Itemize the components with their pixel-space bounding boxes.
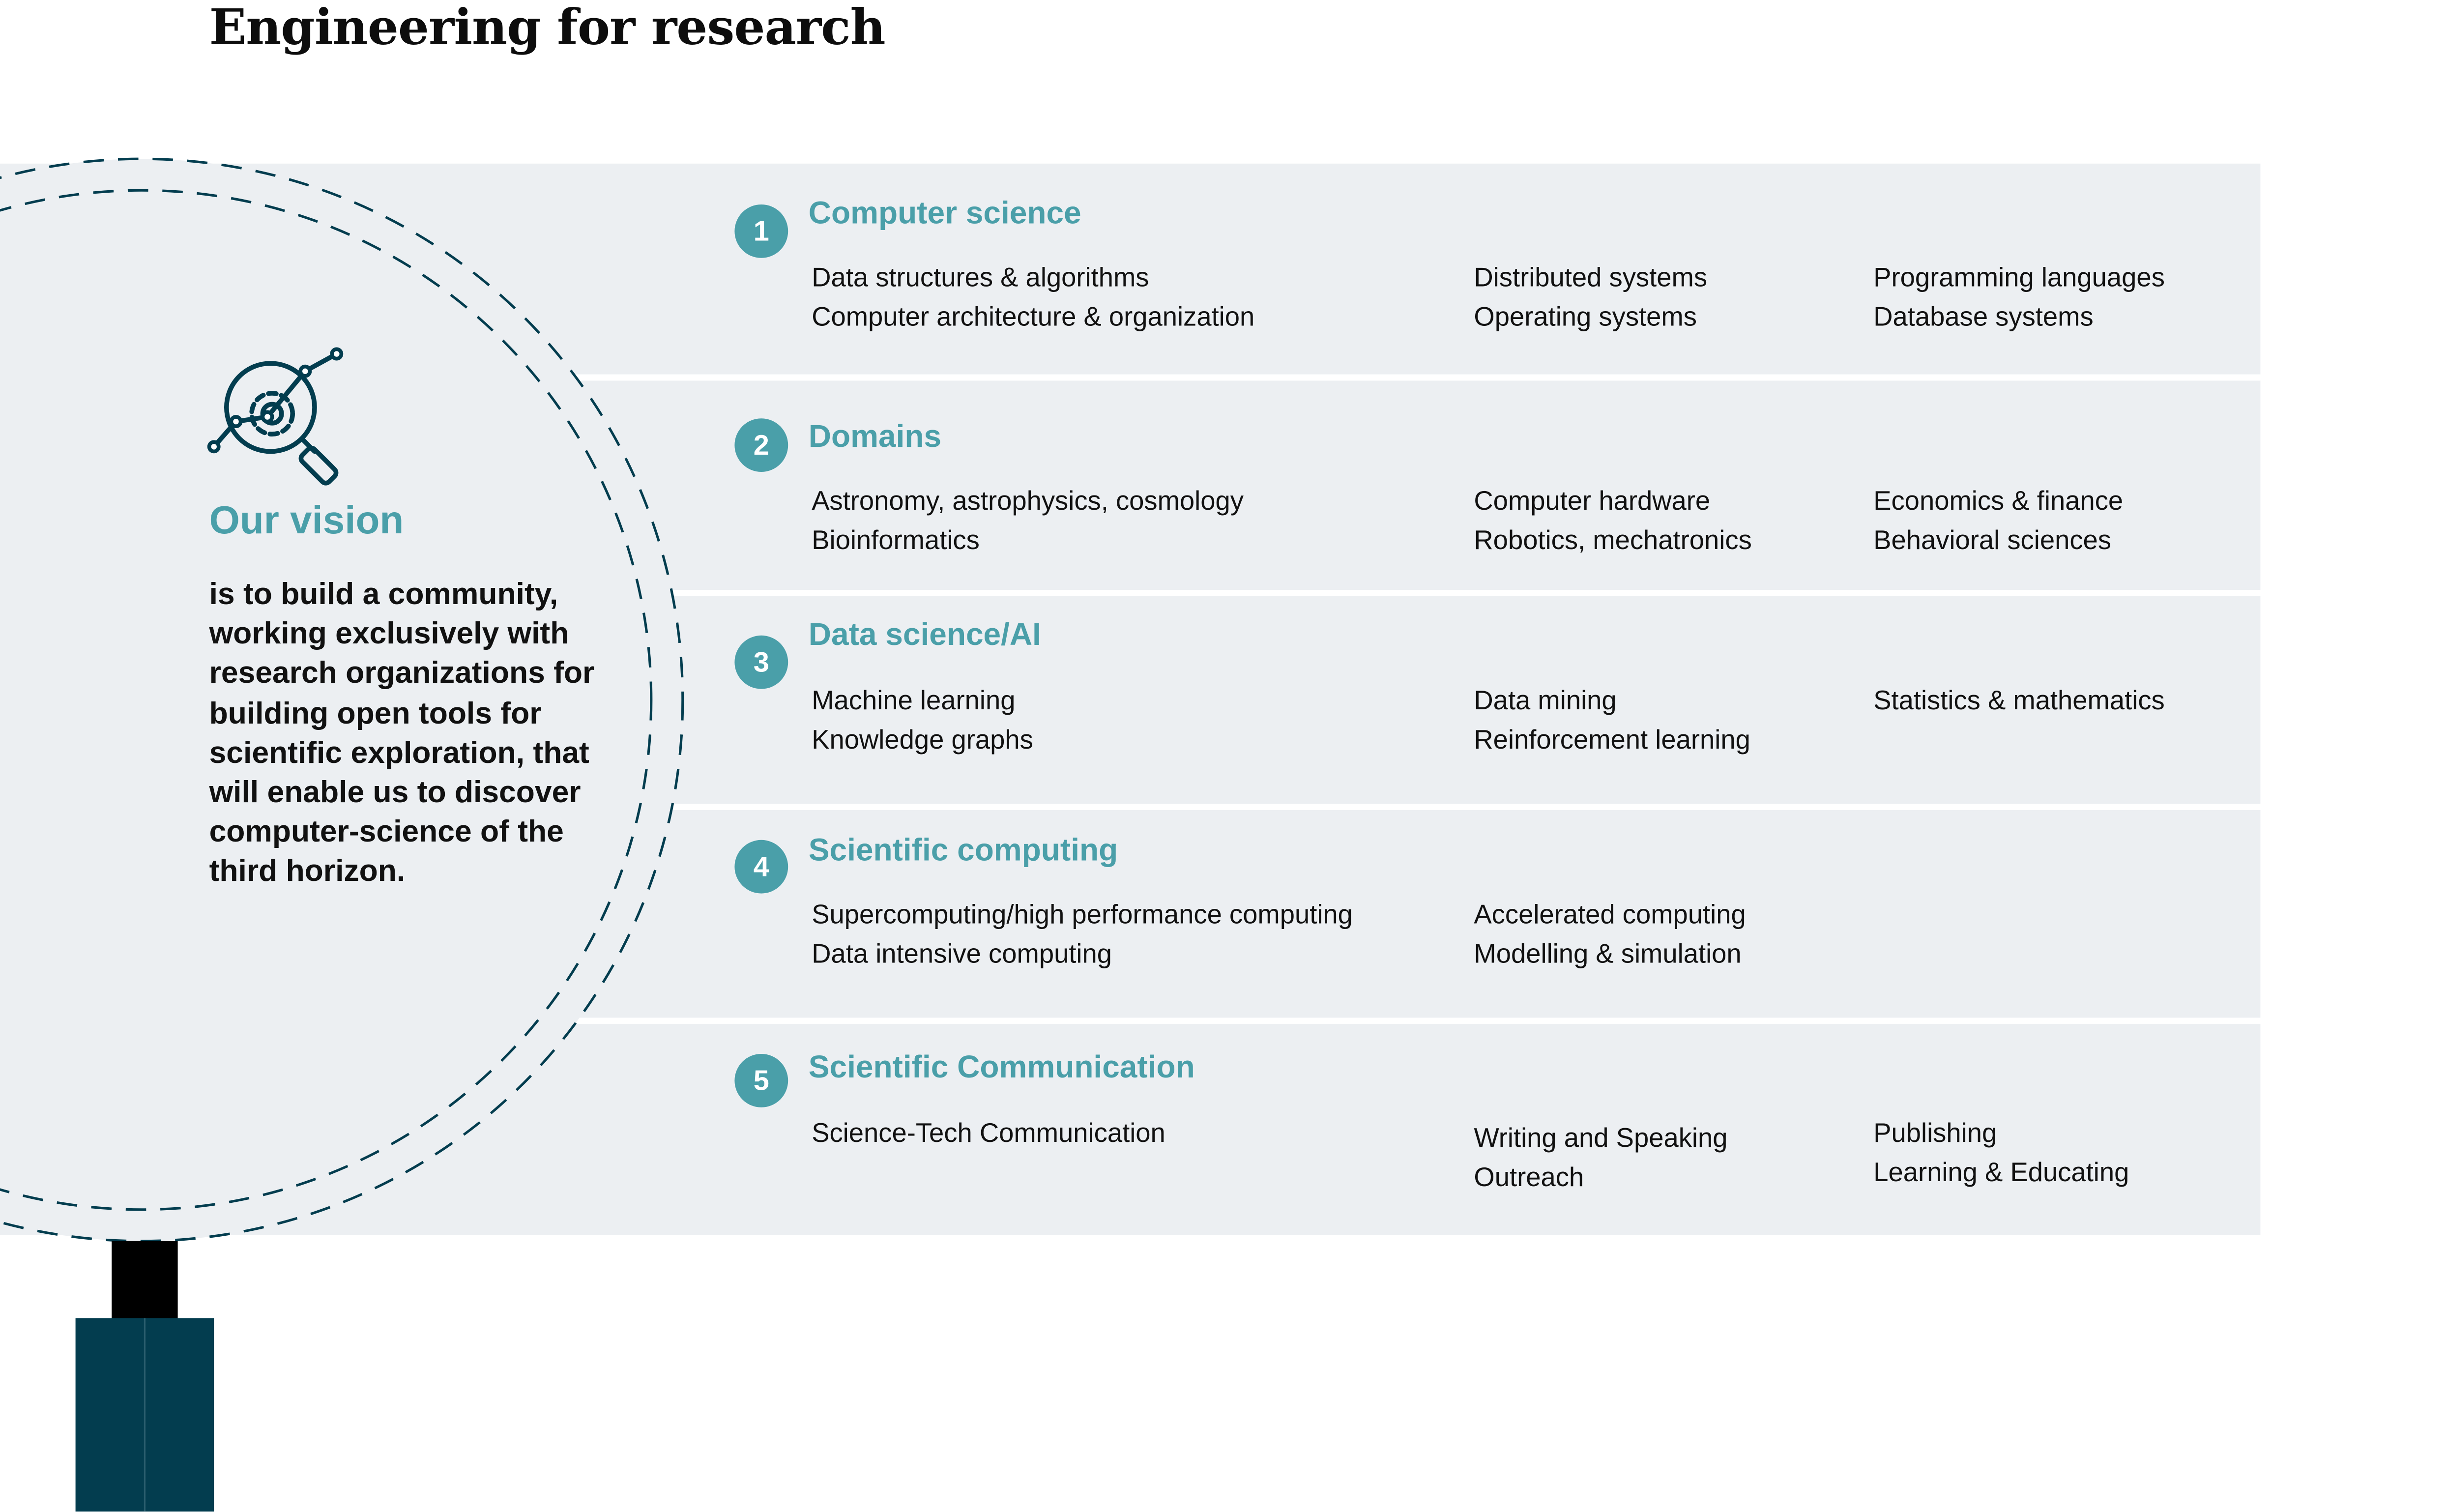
section-title: Scientific computing [808, 834, 1118, 869]
topic-item: Operating systems [1474, 302, 1697, 332]
topic-item: Bioinformatics [812, 525, 980, 555]
topic-item: Astronomy, astrophysics, cosmology [812, 486, 1244, 516]
section-title: Domains [808, 420, 942, 455]
section-title: Computer science [808, 197, 1081, 232]
topic-item: Behavioral sciences [1873, 525, 2112, 555]
section-number-badge: 4 [734, 840, 788, 894]
handle-neck [112, 1241, 178, 1320]
section-number-badge: 5 [734, 1054, 788, 1107]
topic-item: Economics & finance [1873, 486, 2124, 516]
topic-item: Learning & Educating [1873, 1158, 2129, 1188]
section-number-badge: 1 [734, 204, 788, 258]
topic-item: Supercomputing/high performance computin… [812, 900, 1353, 930]
topic-item: Knowledge graphs [812, 725, 1033, 755]
topic-item: Data structures & algorithms [812, 262, 1149, 293]
topic-item: Computer architecture & organization [812, 302, 1255, 332]
topic-item: Distributed systems [1474, 262, 1708, 293]
page-title: Engineering for research [209, 0, 886, 57]
vision-text: is to build a community, working exclusi… [209, 577, 595, 890]
topic-item: Modelling & simulation [1474, 939, 1742, 969]
vision-title: Our vision [209, 498, 404, 543]
topic-item: Computer hardware [1474, 486, 1711, 516]
topic-item: Writing and Speaking [1474, 1123, 1728, 1153]
topic-item: Reinforcement learning [1474, 725, 1750, 755]
magnifier-illustration [0, 157, 684, 1512]
lens-fill [0, 159, 683, 1241]
topic-item: Database systems [1873, 302, 2094, 332]
topic-item: Data intensive computing [812, 939, 1112, 969]
section-number-badge: 3 [734, 635, 788, 689]
section-title: Scientific Communication [808, 1050, 1195, 1085]
search-analytics-icon [207, 347, 344, 486]
topic-item: Data mining [1474, 686, 1617, 716]
topic-item: Science-Tech Communication [812, 1118, 1165, 1148]
topic-item: Statistics & mathematics [1873, 686, 2165, 716]
handle-grip-left [75, 1318, 145, 1512]
section-number-badge: 2 [734, 418, 788, 472]
section-title: Data science/AI [808, 618, 1041, 653]
topic-item: Outreach [1474, 1162, 1584, 1192]
topic-item: Publishing [1873, 1118, 1997, 1148]
topic-item: Machine learning [812, 686, 1016, 716]
topic-item: Programming languages [1873, 262, 2165, 293]
lens-inner-ring [0, 189, 653, 1211]
handle-grip-right [145, 1318, 214, 1512]
topic-item: Robotics, mechatronics [1474, 525, 1752, 555]
topic-item: Accelerated computing [1474, 900, 1746, 930]
